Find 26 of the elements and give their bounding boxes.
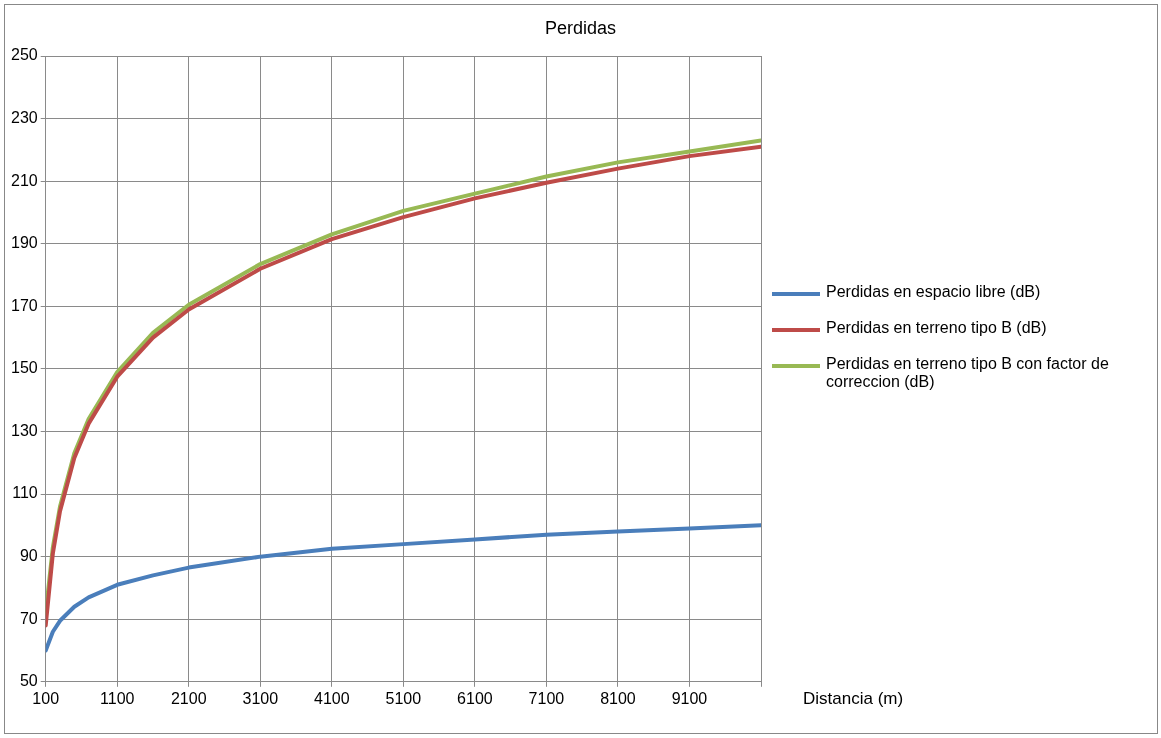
y-tick-label: 250 (10, 46, 38, 64)
x-tick-label: 3100 (242, 689, 279, 707)
y-tick-label: 50 (19, 672, 38, 690)
x-tick-label: 2100 (170, 689, 207, 707)
y-tick-label: 130 (10, 421, 38, 439)
x-tick-label: 1100 (100, 689, 135, 707)
x-tick-label: 6100 (457, 689, 493, 707)
y-tick-label: 90 (19, 547, 38, 565)
y-tick-label: 150 (10, 359, 38, 377)
x-axis-title: Distancia (m) (803, 689, 904, 709)
y-tick-label: 70 (19, 609, 38, 627)
legend-label: Perdidas en terreno tipo B con factor de correccion (dB) (826, 355, 1110, 391)
y-tick-label: 190 (10, 234, 38, 252)
y-tick-label: 210 (10, 171, 38, 189)
chart-title: Perdidas (543, 18, 617, 39)
x-tick-label: 5100 (385, 689, 422, 707)
x-tick-label: 9100 (671, 689, 708, 707)
x-tick-label: 4100 (314, 689, 350, 707)
y-tick-label: 110 (12, 484, 38, 502)
y-tick-label: 230 (10, 108, 38, 126)
y-tick-label: 170 (10, 296, 38, 314)
legend-label: Perdidas en terreno tipo B (dB) (826, 319, 1047, 337)
x-tick-label: 8100 (600, 689, 636, 707)
x-tick-label: 7100 (528, 689, 565, 707)
legend-label: Perdidas en espacio libre (dB) (826, 283, 1041, 301)
x-tick-label: 100 (32, 689, 60, 707)
